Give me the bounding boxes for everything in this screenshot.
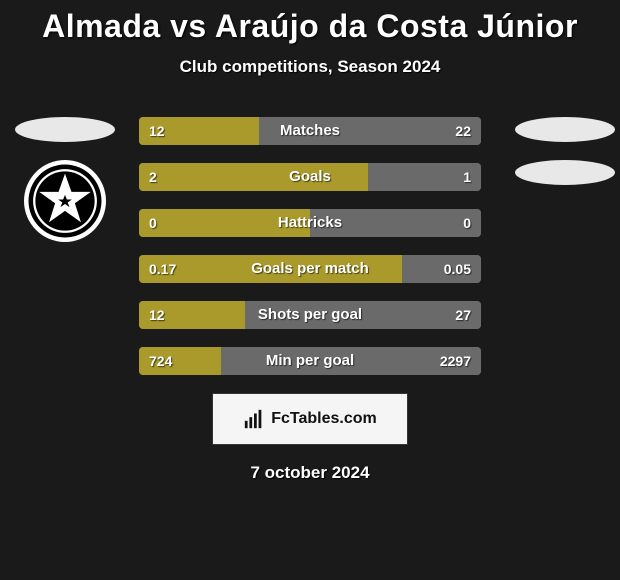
player-left-placeholder (15, 117, 115, 142)
stat-row: Goals per match0.170.05 (139, 255, 481, 283)
stat-bar-right (221, 347, 481, 375)
stat-bars: Matches1222 Goals21 Hattricks00 Goals per m… (139, 117, 481, 375)
stat-bar-left (139, 163, 368, 191)
stat-bar-left (139, 117, 259, 145)
botafogo-star-icon (27, 163, 103, 239)
stat-bar-left (139, 209, 310, 237)
player-left-column (10, 117, 120, 242)
stat-bar-right (368, 163, 481, 191)
page-title: Almada vs Araújo da Costa Júnior (0, 0, 620, 45)
player-right-placeholder-2 (515, 160, 615, 185)
stat-bar-right (245, 301, 481, 329)
stat-row: Hattricks00 (139, 209, 481, 237)
stat-row: Shots per goal1227 (139, 301, 481, 329)
stat-row: Min per goal7242297 (139, 347, 481, 375)
player-right-column (510, 117, 620, 185)
club-badge-left (24, 160, 106, 242)
stat-bar-right (259, 117, 481, 145)
stat-bar-left (139, 255, 402, 283)
stat-row: Goals21 (139, 163, 481, 191)
stat-bar-right (402, 255, 481, 283)
page-subtitle: Club competitions, Season 2024 (0, 57, 620, 77)
comparison-panel: Matches1222 Goals21 Hattricks00 Goals per m… (0, 117, 620, 375)
brand-text: FcTables.com (271, 410, 377, 428)
footer-date: 7 october 2024 (0, 463, 620, 483)
stat-bar-left (139, 347, 221, 375)
stat-bar-left (139, 301, 245, 329)
stat-row: Matches1222 (139, 117, 481, 145)
chart-icon (243, 408, 265, 430)
player-right-placeholder-1 (515, 117, 615, 142)
stat-bar-right (310, 209, 481, 237)
brand-badge: FcTables.com (212, 393, 408, 445)
